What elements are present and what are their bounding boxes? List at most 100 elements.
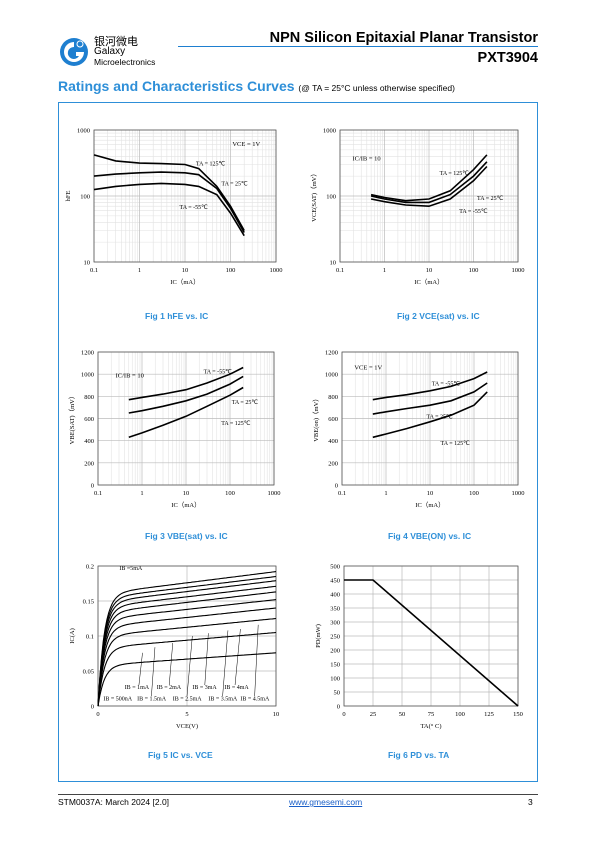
series-line-0 [370,154,488,202]
ib-label: IB = 2mA [157,685,182,691]
y-tick-label: 0.05 [83,669,94,676]
fig4-caption-text: Fig 4 VBE(ON) vs. IC [388,531,472,541]
series-line-0 [128,366,244,401]
x-tick-label: 1000 [512,490,525,497]
series-label: TA = 25℃ [232,400,259,406]
x-tick-label: 1000 [512,267,525,274]
x-tick-label: 1000 [270,267,283,274]
leader-line [254,624,259,697]
y-tick-label: 200 [328,460,338,467]
ib-label: IB = 1mA [125,685,150,691]
x-tick-label: 0 [96,711,99,718]
y-tick-label: 350 [330,606,340,613]
plot-area [93,129,277,263]
y-tick-label: 100 [326,194,336,201]
plot-area [97,565,277,707]
y-axis-label: PD(mW) [315,624,322,648]
fig5-caption-text: Fig 5 IC vs. VCE [148,750,213,760]
plot-area [339,129,519,263]
fig4-caption: Fig 4 VBE(ON) vs. IC [388,531,471,541]
chart-annotation: VCE = 1V [354,364,382,371]
y-tick-label: 300 [330,620,340,627]
series-line-2 [128,386,244,439]
x-tick-label: 50 [399,711,406,718]
ic-curve-IB-2mA [97,607,277,707]
series-label: TA = 125℃ [196,162,226,168]
series-label: TA = -55℃ [204,369,233,375]
x-tick-label: 100 [225,490,235,497]
y-tick-label: 100 [330,676,340,683]
ic-curve-IB-2-5mA [97,599,277,707]
x-tick-label: 10 [182,267,189,274]
y-tick-label: 1000 [325,372,338,379]
y-tick-label: 0 [337,704,340,711]
y-axis-label: hFE [65,191,72,202]
x-tick-label: 1 [138,267,141,274]
x-axis-label: VCE(V) [176,723,198,730]
section-title: Ratings and Characteristics Curves [58,78,295,94]
series-label: TA = 25℃ [426,415,453,421]
y-tick-label: 1000 [77,128,90,135]
x-tick-label: 0 [342,711,345,718]
y-tick-label: 150 [330,662,340,669]
y-tick-label: 1000 [81,372,94,379]
chart-fig3: 0.1 1 10 100 1000 0 200 400 600 800 1000 1200 IC（mA）… [68,350,281,510]
series-line-1 [370,161,488,204]
y-tick-label: 0 [335,483,338,490]
footer-doc-id: STM0037A: March 2024 [2.0] [58,797,170,807]
y-tick-label: 1200 [81,350,94,357]
x-tick-label: 10 [183,490,190,497]
y-tick-label: 100 [80,194,90,201]
x-tick-label: 10 [273,711,280,718]
header-rule [178,46,538,47]
y-tick-label: 400 [84,438,94,445]
ic-curve-IB-4-5mA [97,575,277,707]
y-tick-label: 250 [330,634,340,641]
chart-annotation: IC/IB = 10 [352,155,380,162]
y-tick-label: 450 [330,578,340,585]
chart-annotation: IC/IB = 10 [116,372,144,379]
x-tick-label: 1 [383,267,386,274]
y-tick-label: 0 [91,704,94,711]
y-tick-label: 1000 [323,128,336,135]
x-tick-label: 0.1 [336,267,344,274]
x-tick-label: 10 [426,267,433,274]
fig3-caption: Fig 3 VBE(sat) vs. IC [145,531,228,541]
ic-curve-IB-3mA [97,591,277,707]
y-tick-label: 400 [330,592,340,599]
y-tick-label: 10 [84,260,91,267]
y-tick-label: 600 [328,416,338,423]
series-line-2 [372,391,488,439]
x-tick-label: 0.1 [338,490,346,497]
y-tick-label: 0.2 [86,564,94,571]
chart-fig2: 0.1 1 10 100 1000 10 100 1000 IC（mA） VCE(SAT)（mV）… [310,128,525,287]
x-axis-label: IC（mA） [415,501,444,509]
y-tick-label: 200 [330,648,340,655]
leader-line [204,633,209,686]
x-axis-label: IC（mA） [171,501,200,509]
leader-line [186,635,193,697]
series-line-0 [372,371,488,401]
x-tick-label: 1 [384,490,387,497]
y-tick-label: 200 [84,460,94,467]
section-condition: (@ TA = 25°C unless otherwise specified) [298,83,455,93]
fig2-caption-text: Fig 2 VCE(sat) vs. IC [397,311,480,321]
series-line-1 [128,375,244,414]
ic-curve-IB-1mA [97,631,277,707]
y-tick-label: 800 [84,394,94,401]
y-axis-label: IC(A) [69,628,76,644]
footer-website-link[interactable]: www.gmesemi.com [289,797,363,807]
x-tick-label: 125 [484,711,494,718]
y-tick-label: 800 [328,394,338,401]
company-logo: 银河微电 Galaxy Microelectronics [58,34,198,70]
series-line-0 [344,579,519,707]
x-tick-label: 25 [370,711,377,718]
plot-area [341,351,519,486]
ib-label: IB = 4mA [224,685,249,691]
chart-annotation: VCE = 1V [232,141,260,148]
y-tick-label: 0.15 [83,599,94,606]
x-tick-label: 1000 [268,490,281,497]
fig3-caption-text: Fig 3 VBE(sat) vs. IC [145,531,228,541]
series-line-0 [93,154,245,231]
leader-line [138,652,143,686]
